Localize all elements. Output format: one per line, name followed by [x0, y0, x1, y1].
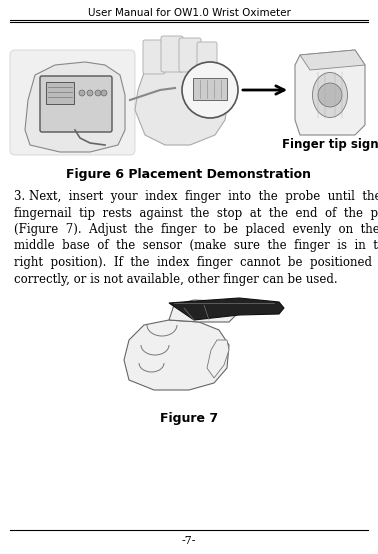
Circle shape	[95, 90, 101, 96]
Circle shape	[182, 62, 238, 118]
Text: 3. Next,  insert  your  index  finger  into  the  probe  until  the: 3. Next, insert your index finger into t…	[14, 190, 378, 203]
Polygon shape	[169, 298, 284, 320]
Text: fingernail  tip  rests  against  the  stop  at  the  end  of  the  probe: fingernail tip rests against the stop at…	[14, 207, 378, 219]
Text: right  position).  If  the  index  finger  cannot  be  positioned: right position). If the index finger can…	[14, 256, 372, 269]
Circle shape	[101, 90, 107, 96]
Text: -7-: -7-	[182, 536, 196, 546]
Text: User Manual for OW1.0 Wrist Oximeter: User Manual for OW1.0 Wrist Oximeter	[88, 8, 290, 18]
Polygon shape	[295, 50, 365, 135]
Text: correctly, or is not available, other finger can be used.: correctly, or is not available, other fi…	[14, 273, 338, 285]
Ellipse shape	[313, 73, 347, 117]
Polygon shape	[124, 320, 229, 390]
FancyBboxPatch shape	[197, 42, 217, 72]
FancyBboxPatch shape	[179, 38, 201, 72]
Text: (Figure  7).  Adjust  the  finger  to  be  placed  evenly  on  the: (Figure 7). Adjust the finger to be plac…	[14, 223, 378, 236]
Circle shape	[79, 90, 85, 96]
Polygon shape	[169, 300, 239, 322]
Polygon shape	[300, 50, 365, 70]
FancyBboxPatch shape	[161, 36, 183, 72]
Polygon shape	[135, 55, 228, 145]
Text: middle  base  of  the  sensor  (make  sure  the  finger  is  in  the: middle base of the sensor (make sure the…	[14, 239, 378, 253]
Text: Figure 6 Placement Demonstration: Figure 6 Placement Demonstration	[67, 168, 311, 181]
FancyBboxPatch shape	[143, 40, 165, 74]
Bar	[193, 78, 227, 100]
Polygon shape	[25, 62, 125, 152]
Bar	[46, 82, 74, 104]
Text: Finger tip sign: Finger tip sign	[282, 138, 378, 151]
Circle shape	[87, 90, 93, 96]
Circle shape	[318, 83, 342, 107]
FancyBboxPatch shape	[40, 76, 112, 132]
FancyBboxPatch shape	[10, 50, 135, 155]
Text: Figure 7: Figure 7	[160, 412, 218, 425]
Polygon shape	[207, 340, 229, 378]
